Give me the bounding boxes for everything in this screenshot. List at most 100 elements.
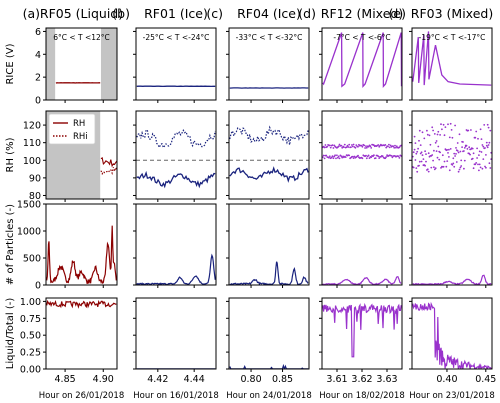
rhi-point <box>389 144 392 147</box>
rhi-point <box>476 147 478 150</box>
rhi-point <box>430 155 433 157</box>
y-tick-label: 100 <box>23 156 41 167</box>
column-title: RF05 (Liquid) <box>40 6 123 21</box>
rhi-point <box>463 150 465 152</box>
fraction-line <box>322 302 402 358</box>
rhi-line <box>100 166 117 176</box>
panel <box>319 203 403 288</box>
rhi-line <box>229 125 309 146</box>
y-tick-label: 1.00 <box>20 297 41 308</box>
y-tick-label: 1500 <box>17 200 41 211</box>
rh-point <box>323 157 326 160</box>
rhi-point <box>437 130 440 133</box>
panel: -33°C < T <-32°C <box>226 27 310 103</box>
axes-frame <box>411 203 493 286</box>
rh-point <box>463 147 466 149</box>
rhi-point <box>341 146 344 149</box>
rh-point <box>448 156 450 158</box>
panel: -7°C < T <-6°C <box>319 27 403 103</box>
y-tick-label: 0.50 <box>20 331 41 342</box>
rhi-point <box>418 139 420 142</box>
rh-point <box>478 163 481 166</box>
rhi-point <box>485 154 487 156</box>
y-tick-label: 0.00 <box>20 365 41 376</box>
panel-letter: (c) <box>206 6 223 21</box>
rhi-point <box>440 123 442 126</box>
rh-point <box>437 145 440 148</box>
rh-point <box>486 146 489 149</box>
rh-point <box>325 154 328 157</box>
axes-frame <box>45 27 118 101</box>
temp-range-label: 6°C < T <12°C <box>53 33 110 42</box>
row-y-label: Liquid/Total (-) <box>5 298 16 370</box>
rh-point <box>425 153 427 156</box>
rhi-point <box>453 152 456 155</box>
rh-point <box>391 156 394 159</box>
rh-point <box>352 157 355 160</box>
shaded-region <box>46 28 56 100</box>
rh-point <box>357 154 359 157</box>
rh-point <box>488 162 491 165</box>
plot-area <box>229 125 309 183</box>
rhi-point <box>343 146 345 149</box>
y-tick-label: 0 <box>35 96 41 107</box>
rhi-point <box>455 161 458 163</box>
rh-point <box>469 153 471 156</box>
rhi-point <box>482 145 485 148</box>
rhi-point <box>489 129 492 132</box>
plot-area <box>136 253 216 285</box>
panel: RH RHi 80 90 100 110 120 <box>23 110 118 202</box>
rhi-point <box>352 143 355 146</box>
rhi-point <box>385 146 388 149</box>
rh-point <box>381 155 384 158</box>
rhi-point <box>347 146 350 148</box>
rh-point <box>415 167 418 170</box>
rhi-point <box>394 144 396 147</box>
legend-label: RHi <box>73 132 88 142</box>
rhi-point <box>468 146 471 149</box>
x-tick-label: 0.45 <box>475 374 496 385</box>
rh-point <box>418 164 420 167</box>
rhi-point <box>450 129 453 131</box>
x-tick-label: 3.63 <box>376 374 397 385</box>
rhi-point <box>384 144 387 146</box>
rhi-point <box>419 144 422 147</box>
rhi-point <box>456 142 459 144</box>
y-tick-label: 0 <box>35 281 41 292</box>
rh-point <box>377 155 380 158</box>
rh-point <box>474 163 477 166</box>
y-tick-label: 4 <box>35 50 41 61</box>
rh-point <box>337 155 340 158</box>
panel <box>319 110 403 202</box>
y-tick-label: 0.75 <box>20 314 41 325</box>
rhi-point <box>449 122 452 125</box>
rhi-point <box>432 129 434 132</box>
column-title: RF04 (Ice) <box>237 6 301 21</box>
rh-point <box>420 151 423 154</box>
rhi-point <box>478 154 480 157</box>
x-tick-label: 0.40 <box>436 374 457 385</box>
axes-frame <box>45 110 118 200</box>
plot-area <box>229 261 309 285</box>
rhi-point <box>370 147 373 149</box>
rhi-point <box>472 152 475 155</box>
rhi-point <box>474 136 477 139</box>
rhi-point <box>421 131 424 134</box>
rhi-point <box>457 151 460 154</box>
rhi-point <box>415 152 418 155</box>
rhi-point <box>478 150 481 153</box>
rhi-point <box>393 146 396 149</box>
row-y-label: RICE (V) <box>5 43 16 84</box>
rh-point <box>472 167 475 170</box>
rhi-point <box>348 143 351 146</box>
rhi-point <box>345 146 348 149</box>
rh-point <box>365 154 367 157</box>
row-y-labels: RICE (V) RH (%) # of Particles (-) Liquid/T… <box>5 43 16 369</box>
axes-frame <box>135 110 217 200</box>
column-title: RF12 (Mixed) <box>321 6 403 21</box>
rh-line <box>136 170 216 189</box>
particles-line <box>229 261 309 285</box>
panel <box>409 110 493 202</box>
y-tick-label: 0.25 <box>20 348 41 359</box>
rh-point <box>424 164 426 167</box>
